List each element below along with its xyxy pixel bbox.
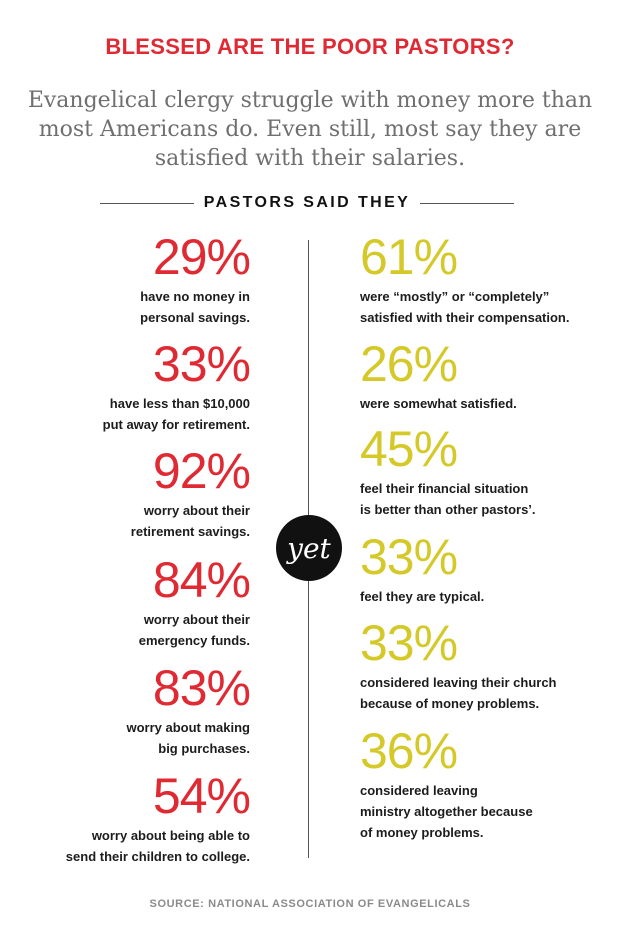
right-stat-1: 61% were “mostly” or “completely” satisf…: [360, 232, 600, 328]
yet-badge: yet: [276, 515, 342, 581]
stat-percent: 45%: [360, 421, 458, 477]
stat-percent: 26%: [360, 336, 458, 392]
right-stat-4: 33% feel they are typical.: [360, 532, 600, 607]
right-stat-3: 45% feel their financial situation is be…: [360, 424, 600, 520]
left-stat-6: 54% worry about being able to send their…: [20, 768, 251, 867]
stat-description: worry about making big purchases.: [126, 720, 250, 756]
right-stat-5: 33% considered leaving their church beca…: [360, 618, 600, 714]
stat-percent: 54%: [152, 768, 251, 824]
stat-description: were “mostly” or “completely” satisfied …: [360, 289, 570, 325]
stat-percent: 84%: [152, 552, 251, 608]
section-header: PASTORS SAID THEY: [100, 190, 514, 216]
stat-description: worry about their emergency funds.: [138, 612, 250, 648]
right-stat-2: 26% were somewhat satisfied.: [360, 339, 600, 414]
source-note: SOURCE: NATIONAL ASSOCIATION OF EVANGELI…: [149, 898, 471, 910]
stat-description: worry about being able to send their chi…: [65, 828, 250, 864]
stat-percent: 29%: [152, 229, 251, 285]
stat-percent: 33%: [360, 615, 458, 671]
stat-description: feel they are typical.: [360, 589, 485, 604]
stat-percent: 36%: [360, 723, 458, 779]
infographic-subtitle: Evangelical clergy struggle with money m…: [27, 88, 593, 171]
stat-description: have less than $10,000 put away for reti…: [102, 396, 250, 432]
stat-percent: 33%: [360, 529, 458, 585]
stat-description: considered leaving their church because …: [360, 675, 557, 711]
right-stat-6: 36% considered leaving ministry altogeth…: [360, 726, 600, 843]
stat-percent: 61%: [360, 229, 458, 285]
section-rule-left: [100, 202, 194, 204]
left-stat-5: 83% worry about making big purchases.: [20, 660, 251, 759]
left-stat-4: 84% worry about their emergency funds.: [20, 552, 251, 651]
section-rule-right: [420, 202, 514, 204]
left-stat-2: 33% have less than $10,000 put away for …: [20, 336, 251, 435]
stat-description: have no money in personal savings.: [140, 289, 250, 325]
stat-description: feel their financial situation is better…: [360, 481, 536, 517]
stat-description: considered leaving ministry altogether b…: [360, 783, 533, 840]
stat-description: were somewhat satisfied.: [360, 396, 517, 411]
section-label: PASTORS SAID THEY: [203, 194, 411, 211]
stat-percent: 33%: [152, 336, 251, 392]
left-stat-1: 29% have no money in personal savings.: [20, 229, 251, 328]
infographic-title: BLESSED ARE THE POOR PASTORS?: [105, 34, 515, 59]
left-stat-3: 92% worry about their retirement savings…: [20, 443, 251, 542]
stat-percent: 83%: [152, 660, 251, 716]
stat-description: worry about their retirement savings.: [130, 503, 250, 539]
stat-percent: 92%: [152, 443, 251, 499]
